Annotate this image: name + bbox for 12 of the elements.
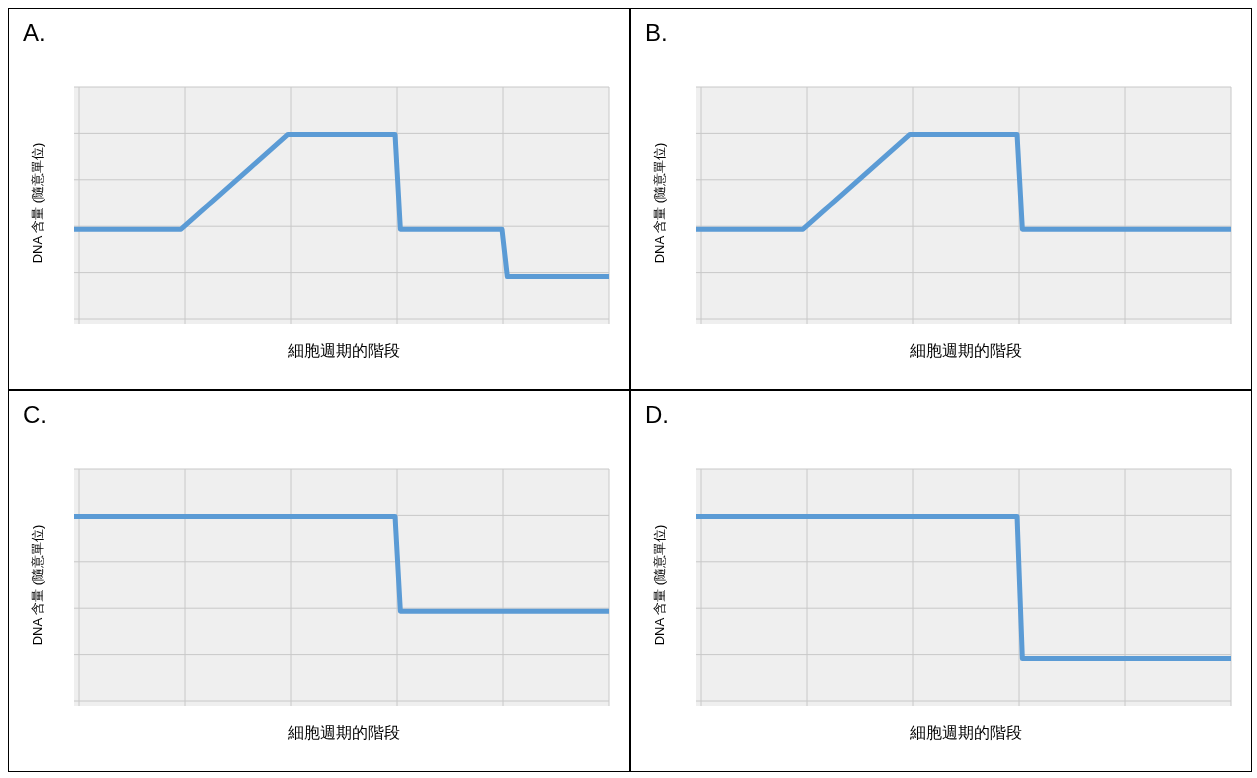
chart-title: A. xyxy=(23,19,46,47)
y-axis-title: DNA 含量 (隨意單位) xyxy=(29,141,46,266)
y-axis-title: DNA 含量 (隨意單位) xyxy=(651,523,668,648)
y-axis-title: DNA 含量 (隨意單位) xyxy=(29,523,46,648)
chart-title: C. xyxy=(23,401,47,429)
chart-title: B. xyxy=(645,19,668,47)
chart-title: D. xyxy=(645,401,669,429)
x-axis-title: 細胞週期的階段 xyxy=(909,723,1023,743)
x-axis-title: 細胞週期的階段 xyxy=(287,723,401,743)
x-axis-title: 細胞週期的階段 xyxy=(909,341,1023,361)
x-axis-title: 細胞週期的階段 xyxy=(287,341,401,361)
y-axis-title: DNA 含量 (隨意單位) xyxy=(651,141,668,266)
